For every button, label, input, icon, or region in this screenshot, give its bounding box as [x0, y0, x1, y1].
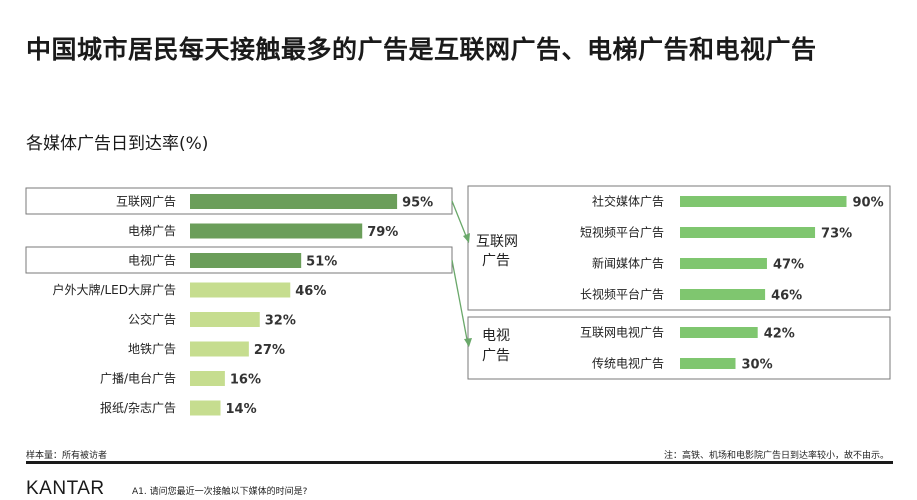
- breakdown-data-label: 46%: [771, 289, 802, 304]
- breakdown-data-label: 42%: [764, 327, 795, 342]
- breakdown-category-label: 互联网电视广告: [580, 325, 664, 340]
- bar: [190, 341, 249, 357]
- bar: [190, 194, 398, 209]
- category-label: 广播/电台广告: [100, 371, 176, 386]
- chart-title: 各媒体广告日到达率(%): [26, 134, 209, 154]
- data-label: 27%: [254, 343, 285, 358]
- breakdown-bar: [680, 258, 767, 269]
- bar: [190, 223, 363, 239]
- internet-breakdown-panel: [467, 185, 891, 311]
- breakdown-category-label: 传统电视广告: [592, 356, 664, 371]
- page-title: 中国城市居民每天接触最多的广告是互联网广告、电梯广告和电视广告: [26, 35, 817, 64]
- breakdown-series: 社交媒体广告 90% 短视频平台广告 73% 新闻媒体广告 47% 长视频平台广告 46% 互联…: [580, 194, 884, 373]
- data-label: 16%: [230, 373, 261, 388]
- category-label: 地铁广告: [128, 342, 176, 356]
- category-label: 报纸/杂志广告: [100, 400, 176, 415]
- data-label: 51%: [306, 255, 337, 270]
- data-label: 79%: [367, 225, 398, 240]
- breakdown-category-label: 长视频平台广告: [580, 287, 664, 302]
- internet-connector-arrow: [463, 233, 470, 243]
- brand-logo: KANTAR: [26, 478, 105, 499]
- category-label: 电梯广告: [128, 224, 176, 238]
- breakdown-bar: [680, 227, 816, 238]
- breakdown-bar: [680, 358, 736, 369]
- sample-note: 样本量：所有被访者: [26, 451, 108, 461]
- category-label: 电视广告: [128, 253, 176, 268]
- breakdown-category-label: 社交媒体广告: [592, 194, 664, 209]
- breakdown-category-label: 短视频平台广告: [580, 225, 664, 240]
- category-label: 互联网广告: [116, 195, 176, 209]
- bar: [190, 253, 302, 268]
- highlight-frames: [25, 185, 891, 380]
- internet-group-label-2: 广告: [482, 253, 510, 269]
- data-label: 95%: [402, 196, 433, 211]
- question-note: A1. 请问您最近一次接触以下媒体的时间是?: [132, 487, 308, 497]
- tv-group-label-2: 广告: [482, 348, 510, 364]
- breakdown-data-label: 47%: [773, 258, 804, 273]
- bar: [190, 282, 291, 298]
- breakdown-data-label: 90%: [853, 196, 884, 211]
- breakdown-bar: [680, 289, 766, 300]
- category-label: 公交广告: [128, 312, 176, 327]
- bar: [190, 312, 260, 327]
- data-label: 46%: [295, 284, 326, 299]
- bar: [190, 400, 221, 416]
- internet-connector: [451, 200, 469, 242]
- breakdown-bar: [680, 327, 758, 338]
- main-series: 互联网广告 95% 电梯广告 79% 电视广告 51% 户外大牌/LED大屏广告 46% 公交广…: [52, 194, 433, 417]
- breakdown-data-label: 30%: [742, 358, 773, 373]
- footer-divider: [26, 461, 893, 464]
- bar: [190, 371, 225, 386]
- data-label: 32%: [265, 314, 296, 329]
- tv-connector-arrow: [464, 338, 472, 347]
- data-label: 14%: [226, 402, 257, 417]
- breakdown-data-label: 73%: [821, 227, 852, 242]
- tv-group-label: 电视: [482, 328, 510, 344]
- tv-connector: [451, 259, 469, 346]
- breakdown-category-label: 新闻媒体广告: [592, 256, 664, 271]
- category-label: 户外大牌/LED大屏广告: [52, 282, 176, 297]
- tv-breakdown-panel: [467, 316, 891, 380]
- breakdown-bar: [680, 196, 847, 207]
- footnote: 注：高铁、机场和电影院广告日到达率较小，故不由示。: [663, 451, 889, 461]
- internet-group-label: 互联网: [476, 234, 518, 250]
